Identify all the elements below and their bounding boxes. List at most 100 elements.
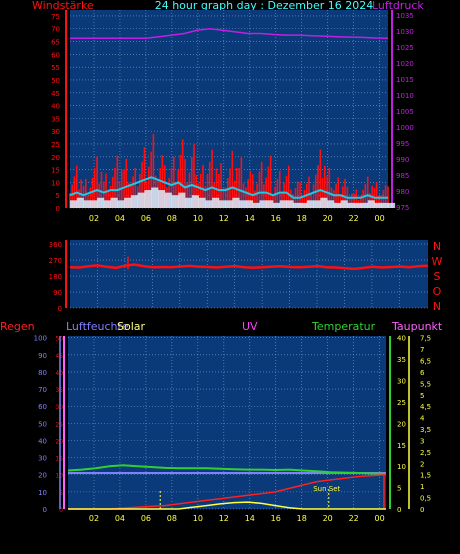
x-tick-label: 12 (219, 214, 229, 223)
gust-bar (157, 190, 166, 208)
gust-bar (333, 202, 341, 208)
x-tick-label: 04 (115, 214, 125, 223)
uv-label: UV (242, 320, 258, 333)
humidity-tick-label: 0 (59, 507, 63, 514)
gust-bar (76, 197, 84, 208)
avg-wind-line (69, 176, 388, 199)
dew-tick-label: 0 (420, 506, 424, 514)
gust-bar (117, 200, 125, 208)
wind-direction-line (69, 263, 429, 271)
dew-tick-label: 4 (420, 415, 425, 423)
rain-tick-label: 0 (43, 506, 47, 514)
y-tick-label: 15 (51, 167, 60, 175)
temperature-line (67, 464, 387, 475)
compass-label: W (432, 255, 443, 268)
temp-tick-label: 35 (397, 356, 406, 364)
gust-bar (279, 200, 287, 208)
gust-bar (232, 197, 240, 208)
y-tick-label: 180 (49, 273, 62, 281)
gust-bar (327, 200, 335, 208)
rain-tick-label: 100 (34, 335, 47, 343)
plot-area-weather (68, 336, 386, 509)
x-tick-label: 04 (115, 514, 125, 523)
x-tick-label: 08 (167, 214, 177, 223)
rain-tick-label: 40 (38, 437, 47, 445)
gust-bar (178, 192, 186, 208)
gust-bar (103, 200, 111, 208)
x-tick-label: 08 (167, 514, 177, 523)
rain-tick-label: 90 (38, 352, 47, 360)
x-tick-label: 10 (193, 514, 203, 523)
gust-bar (300, 202, 308, 208)
x-tick-label: 10 (193, 214, 203, 223)
dew-tick-label: 2 (420, 460, 424, 468)
gust-bar (313, 200, 321, 208)
y2-tick-label: 1005 (396, 108, 414, 116)
y-tick-label: 70 (51, 26, 60, 34)
gust-bar (374, 202, 382, 208)
gust-bar (354, 202, 362, 208)
y-tick-label: 0 (58, 305, 62, 313)
gust-bar (151, 187, 159, 208)
x-tick-label: 16 (271, 214, 281, 223)
solar-line (68, 501, 386, 510)
temp-tick-label: 5 (397, 485, 401, 493)
gust-bar (381, 202, 389, 208)
y-tick-label: 5 (56, 192, 60, 200)
humidity-axis-title: Luftfeuchte (66, 320, 129, 333)
gust-bar (110, 197, 118, 208)
gust-bar (124, 197, 132, 208)
solar-label: Solar (117, 320, 146, 333)
gust-bar (191, 195, 199, 208)
y-tick-label: 360 (49, 241, 62, 249)
left-axis-title: Windstärke (32, 0, 94, 12)
y-tick-label: 40 (51, 103, 60, 111)
rain-tick-label: 30 (38, 455, 47, 463)
x-tick-label: 20 (323, 514, 333, 523)
y-tick-label: 25 (51, 141, 60, 149)
x-tick-label: 06 (141, 214, 151, 223)
x-tick-label: 00 (375, 514, 385, 523)
rain-tick-label: 50 (38, 420, 47, 428)
temperature-axis-title: Temperatur (311, 320, 376, 333)
x-tick-label: 22 (349, 514, 359, 523)
x-tick-label: 20 (323, 214, 333, 223)
compass-label: N (433, 240, 441, 253)
compass-label: N (433, 300, 441, 313)
y2-tick-label: 1020 (396, 60, 414, 68)
compass-label: O (433, 285, 442, 298)
gust-bar (272, 202, 281, 208)
page-title: 24 hour graph day : Dezember 16 2024 (155, 0, 374, 12)
gust-bar (130, 195, 139, 208)
dew-tick-label: 5,5 (420, 380, 431, 388)
dew-tick-label: 6,5 (420, 358, 431, 366)
dew-tick-label: 4,5 (420, 403, 431, 411)
humidity-tick-label: 5 (59, 490, 63, 497)
y2-tick-label: 995 (396, 140, 409, 148)
rain-tick-label: 60 (38, 403, 47, 411)
gust-bar (252, 202, 260, 208)
dew-tick-label: 1,5 (420, 472, 431, 480)
gust-bar (218, 200, 226, 208)
temp-tick-label: 30 (397, 378, 406, 386)
temp-tick-label: 0 (397, 506, 401, 514)
y-tick-label: 50 (51, 77, 60, 85)
temp-tick-label: 20 (397, 420, 406, 428)
y-tick-label: 30 (51, 128, 60, 136)
temp-tick-label: 25 (397, 399, 406, 407)
rain-tick-label: 20 (38, 472, 47, 480)
gust-bar (239, 200, 247, 208)
y2-tick-label: 1035 (396, 12, 414, 20)
x-tick-label: 18 (297, 514, 307, 523)
x-tick-label: 18 (297, 214, 307, 223)
y-tick-label: 45 (51, 90, 60, 98)
y2-tick-label: 1000 (396, 124, 414, 132)
temp-tick-label: 15 (397, 442, 406, 450)
gust-bar (164, 192, 172, 208)
dew-tick-label: 7,5 (420, 335, 431, 343)
gust-bar (171, 195, 179, 208)
y2-tick-label: 1010 (396, 92, 414, 100)
y-tick-label: 65 (51, 39, 60, 47)
rain-tick-label: 70 (38, 386, 47, 394)
